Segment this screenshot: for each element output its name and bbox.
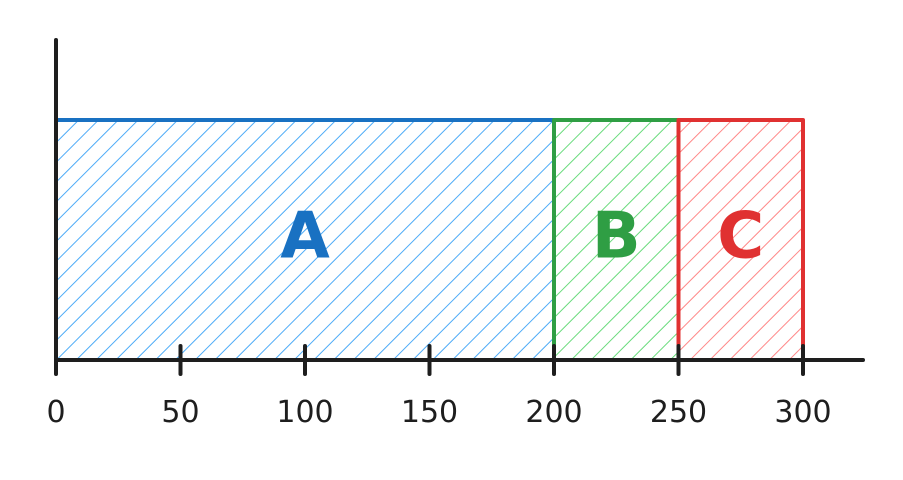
x-tick-label: 0 [46, 395, 65, 430]
segment-label-a: A [280, 200, 330, 274]
x-tick-label: 150 [401, 395, 458, 430]
x-tick-label: 200 [525, 395, 582, 430]
x-tick-label: 250 [650, 395, 707, 430]
segment-label-b: B [592, 200, 641, 274]
x-tick-label: 300 [774, 395, 831, 430]
bar-segment-c [676, 118, 805, 362]
segments-group [54, 118, 805, 362]
bar-segment-hatch [56, 120, 554, 360]
x-tick-label: 100 [276, 395, 333, 430]
ticks-group: 0 50 100 150 200 250 300 [46, 344, 832, 430]
segment-label-c: C [717, 200, 764, 274]
bar-segment-hatch [554, 120, 679, 360]
bar-segment-outline [676, 118, 805, 362]
bar-segment-a [54, 118, 556, 362]
bar-segment-b [552, 118, 681, 362]
x-tick-label: 50 [161, 395, 199, 430]
bar-segment-hatch [678, 120, 803, 360]
segment-labels-group: A B C [280, 200, 764, 274]
axes-group [54, 38, 865, 362]
